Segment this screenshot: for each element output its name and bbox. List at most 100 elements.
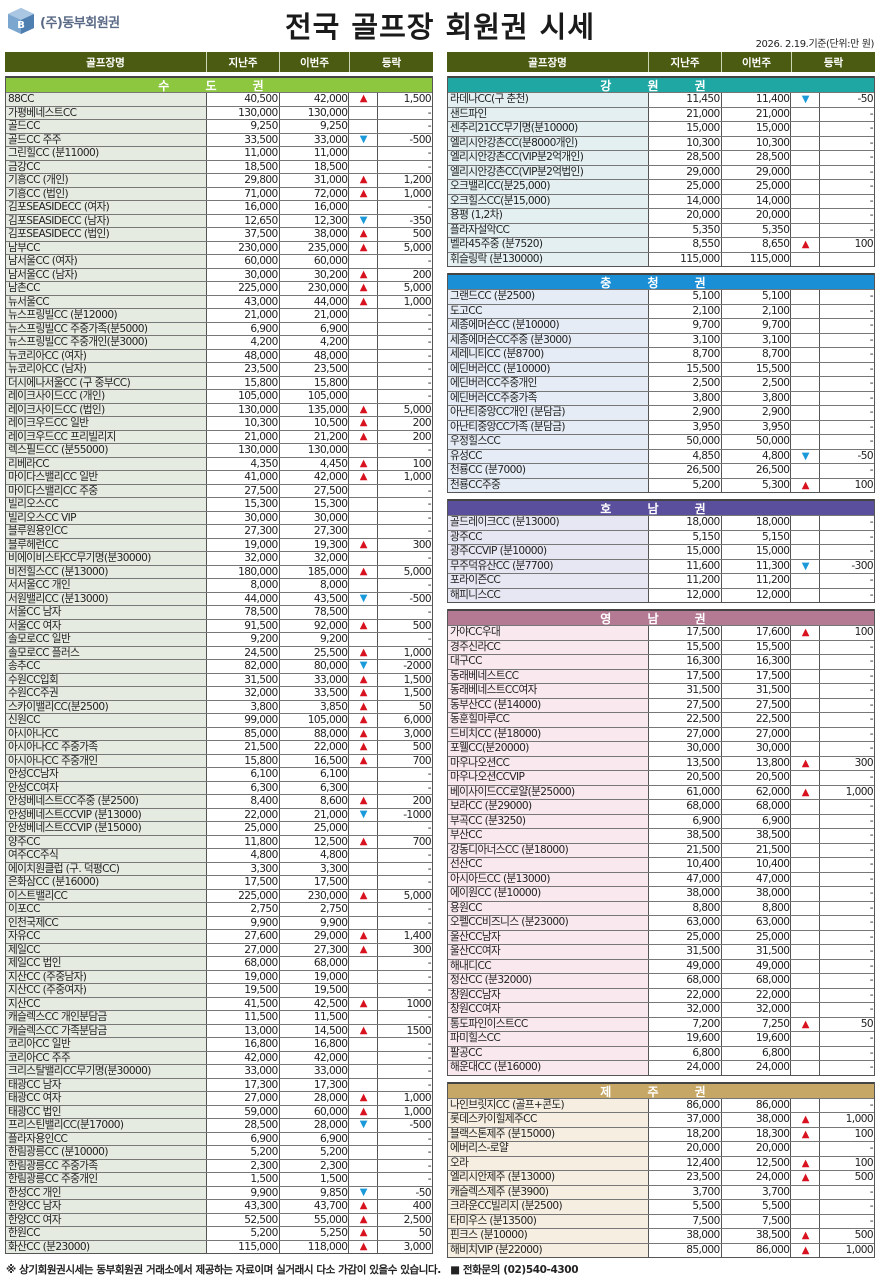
this-week-price: 88,000 — [279, 727, 350, 740]
change-value: - — [820, 655, 874, 669]
this-week-price: 20,000 — [721, 209, 792, 223]
change-arrow — [349, 511, 379, 524]
this-week-price: 38,500 — [721, 829, 792, 843]
change-value: - — [820, 974, 874, 988]
table-row: 신원CC 99,000 105,000 ▲ 6,000 — [6, 713, 432, 727]
this-week-price: 12,300 — [279, 214, 350, 227]
last-week-price: 11,200 — [649, 574, 722, 588]
change-arrow — [791, 136, 821, 150]
course-name: 뉴스프링빌CC 주중개인(분3000) — [6, 336, 208, 349]
change-arrow — [791, 814, 821, 828]
change-arrow — [349, 322, 379, 335]
change-value: 700 — [378, 754, 432, 767]
up-triangle-icon: ▲ — [349, 754, 379, 767]
table-row: 엘리시안강촌CC(분8000개인) 10,300 10,300- — [448, 135, 874, 150]
last-week-price: 14,000 — [649, 194, 722, 208]
course-name: 우정힐스CC — [448, 435, 650, 449]
table-row: 레이크사이드CC (법인) 130,000 135,000 ▲ 5,000 — [6, 402, 432, 416]
last-week-price: 38,500 — [649, 829, 722, 843]
change-value: - — [378, 957, 432, 970]
table-row: 유성CC 4,850 4,800 ▼ -50 — [448, 448, 874, 463]
last-week-price: 60,000 — [207, 255, 280, 268]
course-name: 보라CC (분29000) — [448, 800, 650, 814]
change-value: - — [820, 814, 874, 828]
last-week-price: 8,400 — [207, 795, 280, 808]
footer: ※ 상기회원권시세는 동부회원권 거래소에서 제공하는 자료이며 실거래시 다소… — [6, 1262, 584, 1277]
change-arrow — [349, 1038, 379, 1051]
change-value: 1500 — [378, 1024, 432, 1037]
last-week-price: 29,800 — [207, 174, 280, 187]
this-week-price: 19,000 — [279, 970, 350, 983]
this-week-price: 38,000 — [279, 228, 350, 241]
change-value: - — [378, 552, 432, 565]
change-arrow — [791, 669, 821, 683]
this-week-price: 15,500 — [721, 640, 792, 654]
change-value: 1,200 — [378, 174, 432, 187]
change-arrow — [791, 640, 821, 654]
down-triangle-icon: ▼ — [349, 1186, 379, 1199]
this-week-price: 105,000 — [279, 390, 350, 403]
change-arrow — [349, 120, 379, 133]
course-name: 블루원용인CC — [6, 525, 208, 538]
table-row: 동래베네스트CC 17,500 17,500- — [448, 668, 874, 683]
course-name: 가평베네스트CC — [6, 106, 208, 119]
up-triangle-icon: ▲ — [349, 187, 379, 200]
change-arrow — [349, 822, 379, 835]
region-section: 강 원 권 라데나CC(구 춘천) 11,450 11,400 ▼ -50 샌드파인 21,0… — [447, 76, 875, 267]
change-value: - — [378, 349, 432, 362]
course-name: 에딘버러CC주중개인 — [448, 377, 650, 391]
last-week-price: 31,500 — [649, 684, 722, 698]
last-week-price: 17,500 — [649, 626, 722, 640]
table-row: 엘리시안강촌CC(VIP분2억개인) 28,500 28,500- — [448, 150, 874, 165]
change-value: - — [820, 574, 874, 588]
table-row: 안성베네스트CCVIP (분15000) 25,000 25,000- — [6, 821, 432, 835]
course-name: 센추리21CC무기명(분10000) — [448, 122, 650, 136]
this-week-price: 16,800 — [279, 1038, 350, 1051]
course-name: 오라 — [448, 1156, 650, 1170]
table-row: 정산CC (분32000) 68,000 68,000- — [448, 973, 874, 988]
last-week-price: 3,800 — [649, 391, 722, 405]
table-row: 라데나CC(구 춘천) 11,450 11,400 ▼ -50 — [448, 92, 874, 107]
change-arrow — [349, 390, 379, 403]
table-row: 아난티중앙CC개인 (분담금) 2,900 2,900- — [448, 405, 874, 420]
table-row: 빌리오스CC 15,300 15,300- — [6, 497, 432, 511]
change-value: 100 — [820, 1127, 874, 1141]
course-name: 에이원CC (분10000) — [448, 887, 650, 901]
table-row: 지산CC (주중여자) 19,500 19,500- — [6, 983, 432, 997]
change-value: - — [378, 1051, 432, 1064]
last-week-price: 5,150 — [649, 530, 722, 544]
course-name: 리베라CC — [6, 457, 208, 470]
course-name: 도고CC — [448, 304, 650, 318]
this-week-price: 42,000 — [279, 1051, 350, 1064]
this-week-price: 32,000 — [279, 552, 350, 565]
last-week-price: 41,500 — [207, 997, 280, 1010]
last-week-price: 9,200 — [207, 633, 280, 646]
this-week-price: 8,650 — [721, 238, 792, 252]
change-arrow — [349, 984, 379, 997]
last-week-price: 11,450 — [649, 93, 722, 107]
last-week-price: 19,500 — [207, 984, 280, 997]
last-week-price: 20,000 — [649, 209, 722, 223]
table-row: 크라운CC빌리지 (분2500) 5,500 5,500- — [448, 1199, 874, 1214]
table-row: 한림광릉CC 주중가족 2,300 2,300- — [6, 1158, 432, 1172]
table-row: 선산CC 10,400 10,400- — [448, 857, 874, 872]
change-value: - — [378, 160, 432, 173]
last-week-price: 21,500 — [207, 741, 280, 754]
table-row: 블루헤런CC 19,000 19,300 ▲ 300 — [6, 537, 432, 551]
course-name: 한양CC 여자 — [6, 1213, 208, 1226]
last-week-price: 12,000 — [649, 588, 722, 602]
last-week-price: 4,350 — [207, 457, 280, 470]
change-value: 3,000 — [378, 727, 432, 740]
change-arrow — [349, 1051, 379, 1064]
change-value: - — [820, 290, 874, 304]
course-name: 천룡CC주중 — [448, 478, 650, 492]
table-row: 뉴서울CC 43,000 44,000 ▲ 1,000 — [6, 294, 432, 308]
table-row: 제일CC 법인 68,000 68,000- — [6, 956, 432, 970]
change-value: - — [820, 530, 874, 544]
down-triangle-icon: ▼ — [791, 93, 821, 107]
this-week-price: 230,000 — [279, 889, 350, 902]
course-name: 파미힐스CC — [448, 1032, 650, 1046]
course-name: 그린힐CC (분11000) — [6, 147, 208, 160]
course-name: 마우나오션CCVIP — [448, 771, 650, 785]
last-week-price: 8,000 — [207, 579, 280, 592]
